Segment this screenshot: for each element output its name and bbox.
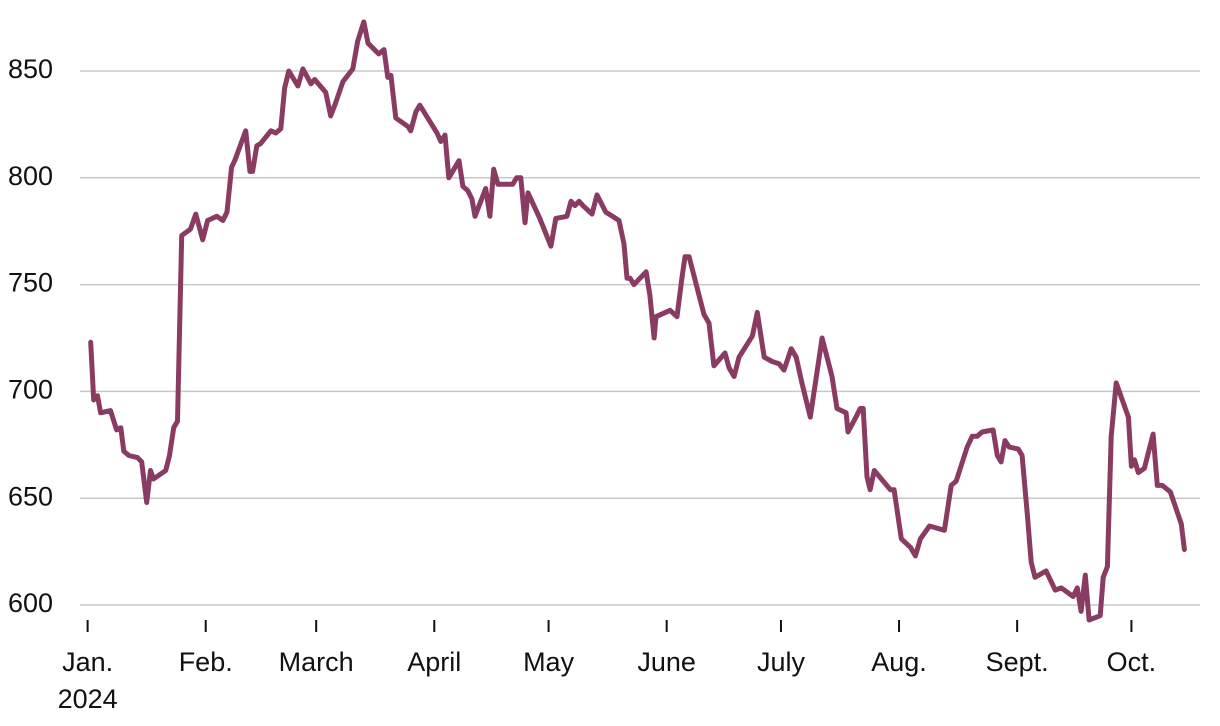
y-tick-label: 850 xyxy=(8,54,53,84)
x-tick-label: June xyxy=(637,647,696,677)
y-tick-label: 650 xyxy=(8,481,53,511)
y-tick-label: 600 xyxy=(8,588,53,618)
y-tick-label: 700 xyxy=(8,375,53,405)
y-tick-label: 800 xyxy=(8,161,53,191)
x-tick-label: Feb. xyxy=(179,647,233,677)
y-tick-label: 750 xyxy=(8,268,53,298)
x-tick-label: July xyxy=(757,647,806,677)
x-tick-label: March xyxy=(279,647,354,677)
x-tick-label: Oct. xyxy=(1107,647,1157,677)
x-year-label: 2024 xyxy=(58,684,118,714)
x-tick-label: May xyxy=(523,647,575,677)
x-tick-label: Aug. xyxy=(871,647,927,677)
line xyxy=(88,19,1187,623)
x-tick-label: Sept. xyxy=(986,647,1049,677)
x-tick-label: Jan. xyxy=(62,647,113,677)
x-tick-label: April xyxy=(407,647,461,677)
